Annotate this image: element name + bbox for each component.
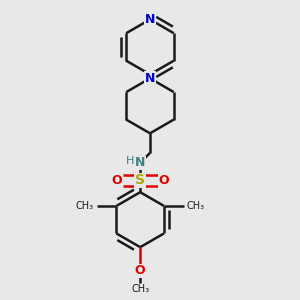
Text: H: H — [126, 156, 135, 166]
Text: CH₃: CH₃ — [76, 201, 94, 211]
Text: O: O — [111, 174, 122, 187]
Text: CH₃: CH₃ — [186, 201, 205, 211]
Text: O: O — [135, 264, 146, 277]
Text: N: N — [135, 156, 146, 169]
Text: S: S — [135, 173, 145, 188]
Text: CH₃: CH₃ — [131, 284, 149, 294]
Text: O: O — [158, 174, 169, 187]
Text: N: N — [145, 72, 155, 85]
Text: N: N — [145, 13, 155, 26]
